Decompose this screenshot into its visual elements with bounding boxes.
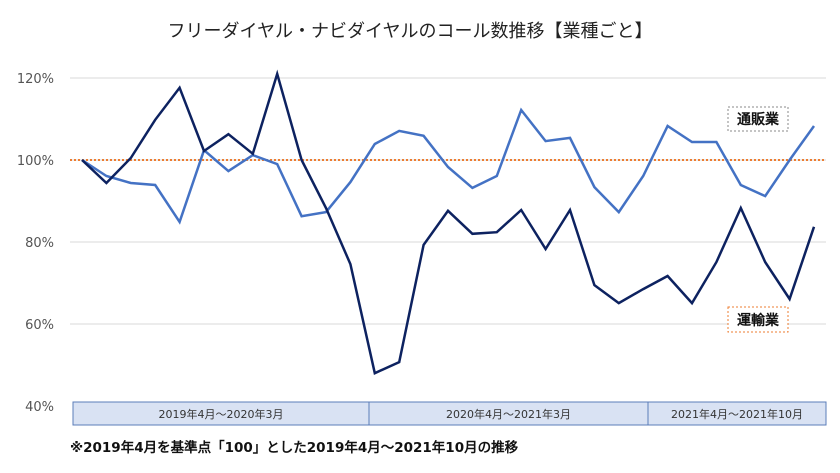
label-box-mail-order (727, 106, 789, 132)
series-line-transport (81, 69, 816, 375)
y-tick-label: 120% (17, 72, 54, 87)
period-band-label: 2021年4月～2021年10月 (671, 407, 803, 421)
period-band-label: 2020年4月～2021年3月 (446, 407, 571, 421)
period-band-label: 2019年4月～2020年3月 (159, 407, 284, 421)
series-label-mail-order: 通販業 (737, 111, 780, 128)
y-tick-label: 40% (25, 400, 54, 415)
chart-title: フリーダイヤル・ナビダイヤルのコール数推移【業種ごと】 (168, 21, 653, 42)
y-tick-label: 80% (25, 236, 54, 251)
series-line-mail-order (81, 107, 816, 225)
series-label-transport: 運輸業 (737, 312, 780, 329)
label-box-transport (727, 306, 789, 333)
footnote: ※2019年4月を基準点「100」とした2019年4月～2021年10月の推移 (70, 439, 519, 456)
y-tick-label: 100% (17, 154, 54, 169)
period-band (647, 401, 827, 426)
y-tick-label: 60% (25, 318, 54, 333)
